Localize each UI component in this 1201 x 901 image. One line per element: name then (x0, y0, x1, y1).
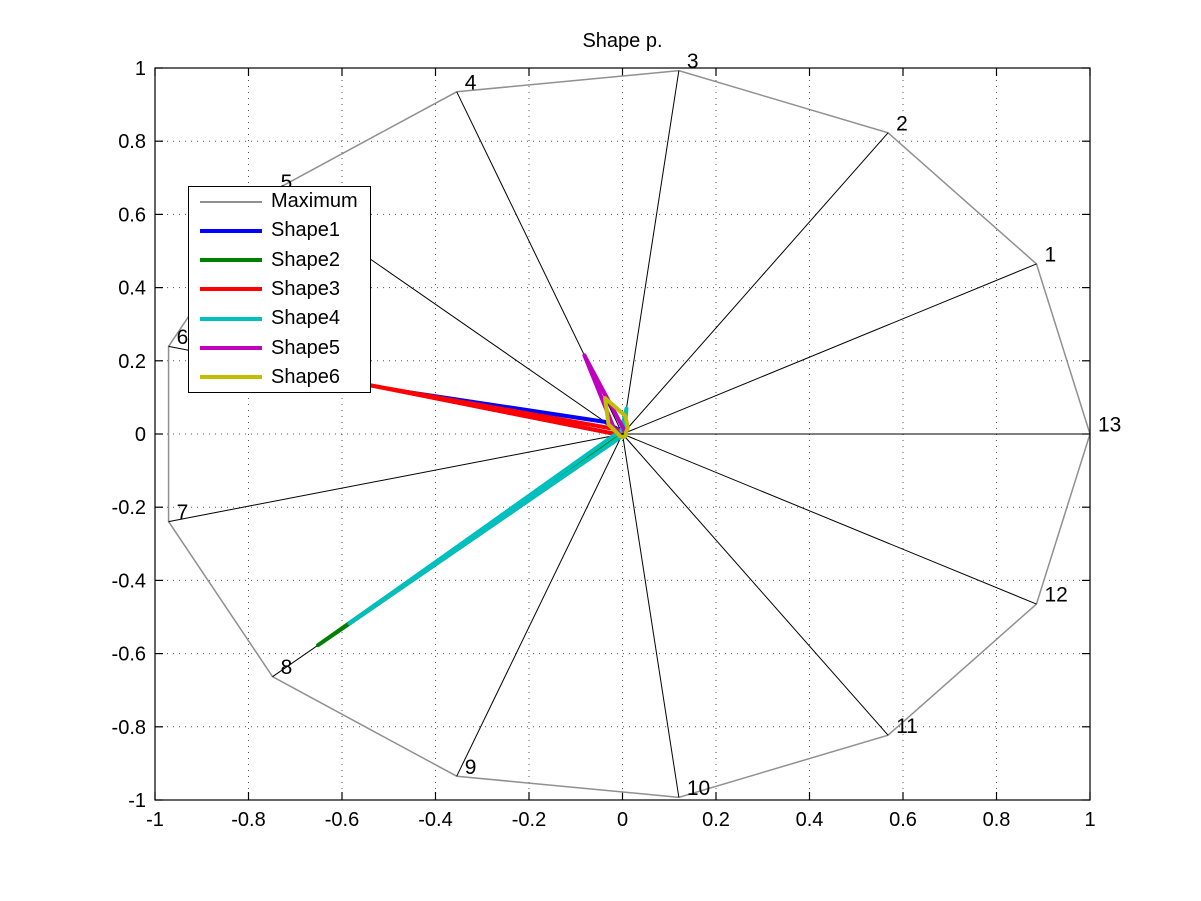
legend-label-shape6: Shape6 (271, 365, 340, 388)
legend-line-shape1-icon (200, 228, 262, 233)
x-tick-label: -1 (146, 809, 164, 831)
y-tick-label: -0.8 (112, 717, 146, 739)
spoke-label: 5 (281, 171, 293, 194)
spoke-line (622, 70, 680, 435)
y-tick-label: 1 (135, 58, 146, 80)
legend-label-shape3: Shape3 (271, 277, 340, 300)
x-tick-label: 0.6 (889, 809, 917, 831)
legend-item-shape2: Shape2 (189, 248, 370, 272)
y-tick-label: -0.2 (112, 497, 146, 519)
spoke-label: 2 (896, 112, 908, 135)
plot-border (154, 67, 1091, 801)
y-tick-label: -0.4 (112, 570, 146, 592)
spoke-line (622, 433, 680, 798)
x-tick-label: 1 (1084, 809, 1095, 831)
y-tick-label: 0.8 (118, 131, 146, 153)
spoke-label: 9 (465, 756, 477, 779)
legend-line-maximum-icon (200, 200, 262, 203)
spoke-line (456, 433, 623, 777)
spoke-label: 1 (1044, 243, 1056, 266)
legend-line-shape2-icon (200, 258, 262, 263)
legend-line-shape3-icon (200, 287, 262, 292)
spoke-label: 10 (687, 777, 710, 800)
spoke-label: 3 (687, 50, 699, 73)
legend: Maximum Shape1 Shape2 Shape3 Shape4 Shap… (188, 186, 371, 393)
plot-title: Shape p. (582, 30, 663, 52)
legend-label-shape1: Shape1 (271, 219, 340, 242)
x-tick-label: 0.2 (702, 809, 730, 831)
spoke-label: 6 (177, 326, 189, 349)
spoke-label: 13 (1098, 414, 1121, 437)
x-tick-label: 0 (617, 809, 628, 831)
spoke-label: 11 (896, 715, 918, 738)
x-tick-label: -0.4 (418, 809, 452, 831)
legend-line-shape5-icon (200, 346, 262, 351)
spoke-line (622, 433, 1037, 605)
legend-item-maximum: Maximum (189, 190, 370, 214)
spoke-line (622, 132, 889, 435)
legend-item-shape4: Shape4 (189, 307, 370, 331)
series-shape3 (368, 383, 629, 439)
x-tick-label: 0.4 (796, 809, 824, 831)
spoke-line (622, 263, 1037, 435)
x-tick-label: -0.6 (325, 809, 359, 831)
legend-line-shape6-icon (200, 375, 262, 380)
x-tick-label: 0.8 (983, 809, 1011, 831)
y-tick-label: 0.4 (118, 278, 146, 300)
spoke-label: 12 (1044, 584, 1067, 607)
y-tick-label: -1 (128, 790, 146, 812)
spoke-label: 4 (465, 71, 477, 94)
maximum-polygon (167, 69, 1091, 799)
legend-label-shape4: Shape4 (271, 307, 340, 330)
x-tick-label: -0.2 (512, 809, 546, 831)
spoke-line (622, 433, 889, 736)
legend-label-maximum: Maximum (271, 190, 358, 213)
spoke-line (168, 433, 623, 523)
legend-item-shape3: Shape3 (189, 277, 370, 301)
y-tick-label: 0.2 (118, 351, 146, 373)
spoke-label: 7 (177, 501, 189, 524)
y-tick-label: -0.6 (112, 644, 146, 666)
legend-item-shape6: Shape6 (189, 365, 370, 389)
y-tick-label: 0.6 (118, 204, 146, 226)
spoke-label: 8 (281, 656, 293, 679)
legend-label-shape5: Shape5 (271, 336, 340, 359)
legend-label-shape2: Shape2 (271, 248, 340, 271)
series-shape6 (603, 396, 630, 439)
y-tick-label: 0 (135, 424, 146, 446)
legend-line-shape4-icon (200, 316, 262, 321)
x-tick-label: -0.8 (231, 809, 265, 831)
legend-item-shape5: Shape5 (189, 336, 370, 360)
legend-item-shape1: Shape1 (189, 219, 370, 243)
